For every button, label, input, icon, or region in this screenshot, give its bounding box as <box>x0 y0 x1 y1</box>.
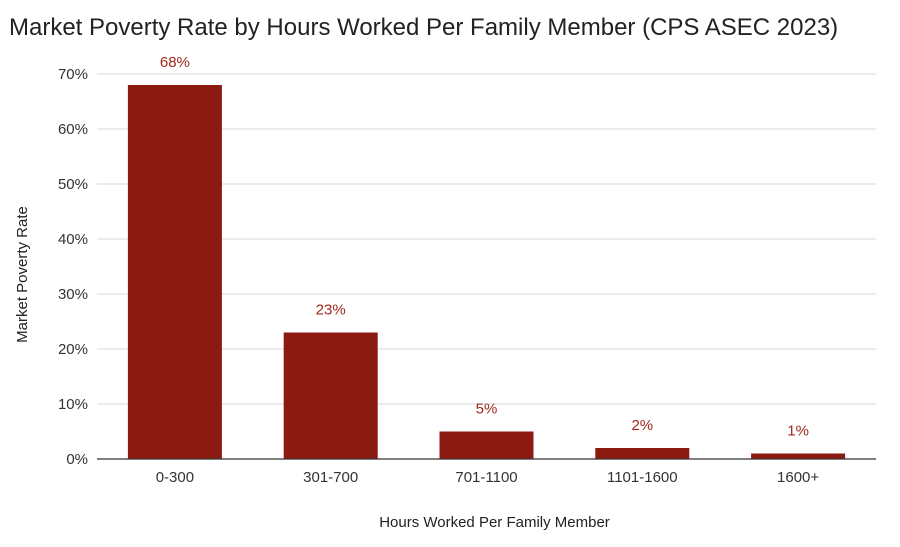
x-tick-label: 0-300 <box>156 469 194 486</box>
bar <box>751 453 846 459</box>
bar-value-label: 68% <box>160 54 190 71</box>
bar <box>439 431 534 459</box>
x-axis-ticks: 0-300 301-700 701-1100 1101-1600 1600+ <box>156 469 820 486</box>
bars <box>127 85 846 459</box>
x-tick-label: 301-700 <box>303 469 358 486</box>
x-tick-label: 1101-1600 <box>607 469 678 486</box>
gridlines <box>97 73 876 405</box>
data-labels: 68% 23% 5% 2% 1% <box>160 54 809 440</box>
y-tick-label: 10% <box>58 396 88 413</box>
x-tick-label: 701-1100 <box>455 469 517 486</box>
bar <box>283 332 378 459</box>
x-axis-label: Hours Worked Per Family Member <box>379 514 610 531</box>
bar-value-label: 1% <box>787 423 809 440</box>
y-tick-label: 30% <box>58 286 88 303</box>
bar <box>595 448 690 459</box>
bar-value-label: 2% <box>631 417 653 434</box>
y-tick-label: 60% <box>58 121 88 138</box>
chart-title: Market Poverty Rate by Hours Worked Per … <box>9 14 839 41</box>
x-tick-label: 1600+ <box>777 469 819 486</box>
bar-value-label: 23% <box>316 302 346 319</box>
y-tick-label: 20% <box>58 341 88 358</box>
y-axis-label: Market Poverty Rate <box>14 206 31 343</box>
y-tick-label: 0% <box>66 451 88 468</box>
bar-value-label: 5% <box>476 401 498 418</box>
bar <box>127 85 222 459</box>
y-tick-label: 70% <box>58 66 88 83</box>
y-tick-label: 40% <box>58 231 88 248</box>
y-axis-ticks: 0% 10% 20% 30% 40% 50% 60% 70% <box>58 66 88 468</box>
y-tick-label: 50% <box>58 176 88 193</box>
